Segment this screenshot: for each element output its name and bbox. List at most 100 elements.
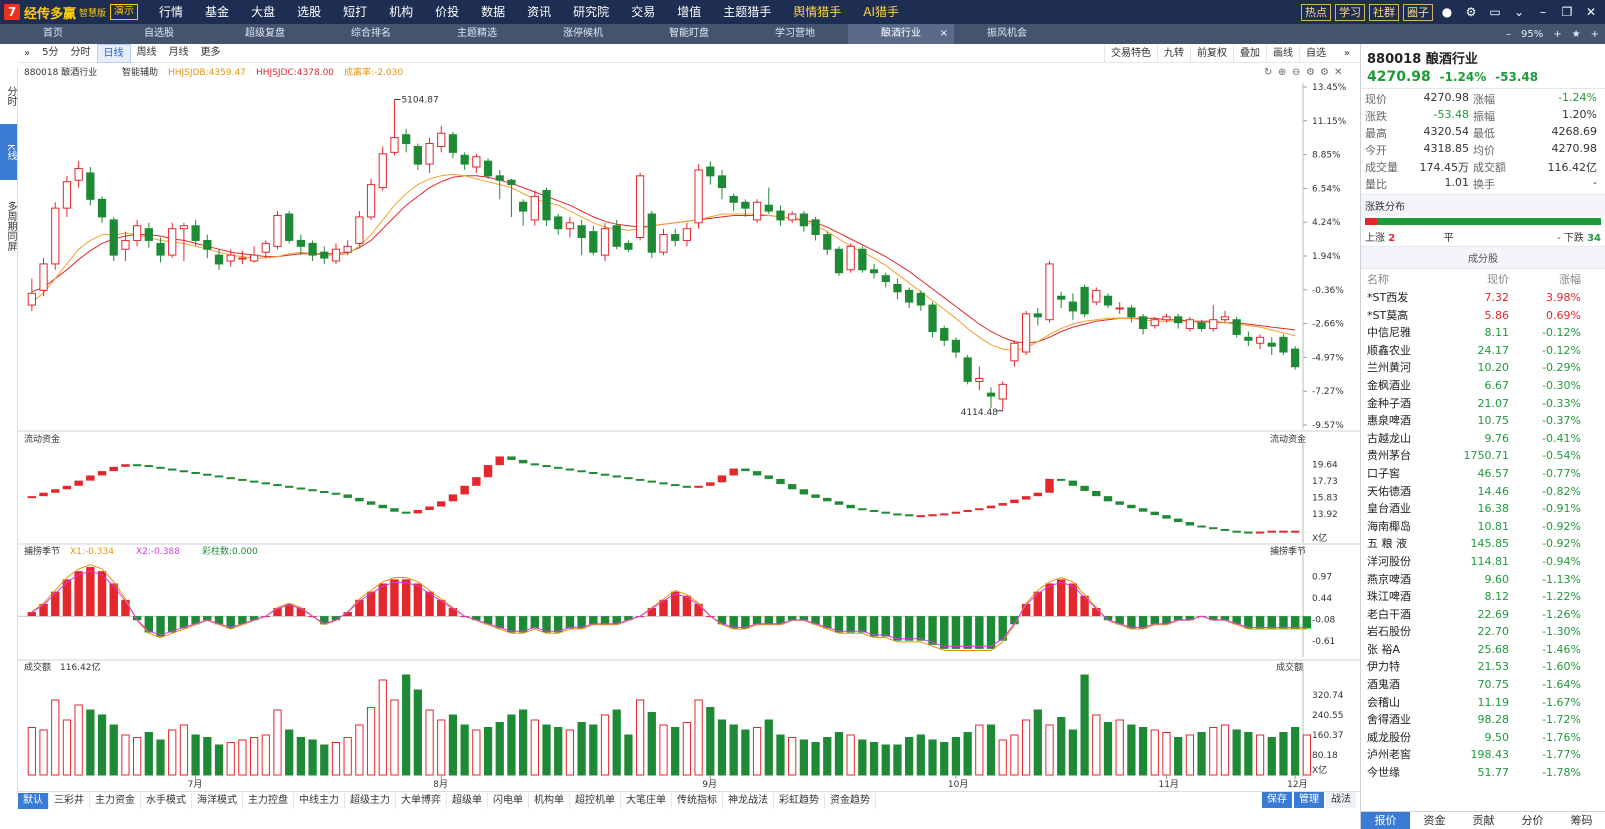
circle-button[interactable]: 圈子 — [1403, 3, 1433, 21]
study-button[interactable]: 学习 — [1335, 3, 1365, 21]
period-button-5[interactable]: 更多 — [200, 46, 221, 58]
indicator-tab-5[interactable]: 主力控盘 — [243, 793, 294, 809]
kline-chart-area[interactable]: 880018 酿酒行业 智能辅助 HHJSJDB:4359.47 HHJSJDC:43… — [18, 63, 1360, 791]
indicator-tab-10[interactable]: 闪电单 — [488, 793, 529, 809]
constituent-row[interactable]: 古越龙山 9.76 -0.41% — [1361, 430, 1605, 448]
menu-item-1[interactable]: 基金 — [205, 5, 230, 19]
menu-item-14[interactable]: AI猎手 — [863, 5, 899, 19]
constituent-row[interactable]: 口子窖 46.57 -0.77% — [1361, 465, 1605, 483]
constituent-row[interactable]: 金种子酒 21.07 -0.33% — [1361, 395, 1605, 413]
menu-item-8[interactable]: 资讯 — [527, 5, 552, 19]
zoom-out-icon[interactable]: – — [1506, 28, 1512, 40]
constituent-row[interactable]: 今世缘 51.77 -1.78% — [1361, 764, 1605, 782]
restore-icon[interactable]: ❐ — [1561, 5, 1573, 19]
col-price[interactable]: 现价 — [1487, 273, 1509, 286]
menu-item-3[interactable]: 选股 — [297, 5, 322, 19]
constituent-row[interactable]: 惠泉啤酒 10.75 -0.37% — [1361, 412, 1605, 430]
price-pane-tool-icon[interactable]: ✕ — [1334, 67, 1342, 78]
constituent-row[interactable]: 海南椰岛 10.81 -0.92% — [1361, 518, 1605, 536]
chart-tool-2[interactable]: 前复权 — [1190, 45, 1233, 62]
indicator-action-0[interactable]: 保存 — [1262, 792, 1292, 808]
tab-3[interactable]: 综合排名 — [318, 24, 424, 44]
constituent-row[interactable]: 皇台酒业 16.38 -0.91% — [1361, 500, 1605, 518]
chart-tool-1[interactable]: 九转 — [1157, 45, 1190, 62]
menu-item-12[interactable]: 主题猎手 — [723, 5, 772, 19]
chart-tool-3[interactable]: 叠加 — [1233, 45, 1266, 62]
zoom-in-icon[interactable]: + — [1553, 28, 1562, 40]
indicator-tab-1[interactable]: 三彩井 — [49, 793, 90, 809]
chevron-down-icon[interactable]: ⌄ — [1513, 5, 1525, 19]
rail-item-time-share[interactable]: 分时 — [5, 86, 16, 106]
constituent-row[interactable]: 酒鬼酒 70.75 -1.64% — [1361, 676, 1605, 694]
constituent-row[interactable]: 顺鑫农业 24.17 -0.12% — [1361, 342, 1605, 360]
indicator-tab-12[interactable]: 超控机单 — [570, 793, 621, 809]
constituent-row[interactable]: 天佑德酒 14.46 -0.82% — [1361, 483, 1605, 501]
chart-tool-5[interactable]: 自选 — [1299, 45, 1332, 62]
constituent-row[interactable]: 威龙股份 9.50 -1.76% — [1361, 729, 1605, 747]
indicator-tab-2[interactable]: 主力资金 — [90, 793, 141, 809]
price-pane-tool-icon[interactable]: ⊖ — [1292, 67, 1300, 78]
period-button-4[interactable]: 月线 — [168, 46, 189, 58]
add-tab-icon[interactable]: + — [1590, 28, 1599, 40]
constituent-row[interactable]: 岩石股份 22.70 -1.30% — [1361, 623, 1605, 641]
menu-item-6[interactable]: 价投 — [435, 5, 460, 19]
period-button-0[interactable]: 5分 — [42, 46, 59, 58]
quote-tab-3[interactable]: 分价 — [1521, 814, 1544, 827]
price-pane-tool-icon[interactable]: ⚙ — [1306, 67, 1315, 78]
constituent-row[interactable]: 金枫酒业 6.67 -0.30% — [1361, 377, 1605, 395]
minimize-icon[interactable]: – — [1540, 5, 1546, 19]
indicator-tab-4[interactable]: 海洋模式 — [192, 793, 243, 809]
menu-item-10[interactable]: 交易 — [631, 5, 656, 19]
demo-badge[interactable]: 演示 — [110, 4, 139, 20]
rail-item-multi-period[interactable]: 多周期同屏 — [5, 201, 16, 251]
quote-tab-2[interactable]: 贡献 — [1472, 814, 1495, 827]
menu-item-13[interactable]: 舆情猎手 — [793, 5, 842, 19]
indicator-tab-16[interactable]: 彩虹趋势 — [774, 793, 825, 809]
constituent-row[interactable]: 兰州黄河 10.20 -0.29% — [1361, 359, 1605, 377]
period-button-2[interactable]: 日线 — [96, 43, 131, 63]
tab-close-icon[interactable]: × — [939, 28, 948, 39]
user-icon[interactable]: ● — [1441, 5, 1453, 19]
indicator-tab-17[interactable]: 资金趋势 — [825, 793, 876, 809]
toolbar-more-icon[interactable]: » — [1343, 48, 1350, 59]
indicator-tab-15[interactable]: 神龙战法 — [723, 793, 774, 809]
indicator-tab-3[interactable]: 水手模式 — [141, 793, 192, 809]
tab-2[interactable]: 超级复盘 — [212, 24, 318, 44]
constituent-row[interactable]: 洋河股份 114.81 -0.94% — [1361, 553, 1605, 571]
indicator-action-2[interactable]: 战法 — [1326, 792, 1356, 808]
constituent-row[interactable]: 贵州茅台 1750.71 -0.54% — [1361, 447, 1605, 465]
menu-item-7[interactable]: 数据 — [481, 5, 506, 19]
constituent-row[interactable]: 泸州老窖 198.43 -1.77% — [1361, 746, 1605, 764]
constituent-row[interactable]: 中信尼雅 8.11 -0.12% — [1361, 324, 1605, 342]
hot-button[interactable]: 热点 — [1301, 3, 1331, 21]
indicator-tab-11[interactable]: 机构单 — [529, 793, 570, 809]
chart-tool-0[interactable]: 交易特色 — [1104, 45, 1157, 62]
menu-item-5[interactable]: 机构 — [389, 5, 414, 19]
constituent-row[interactable]: 珠江啤酒 8.12 -1.22% — [1361, 588, 1605, 606]
price-pane-tool-icon[interactable]: ↻ — [1264, 67, 1272, 78]
collapse-icon[interactable]: » — [24, 47, 31, 59]
period-button-3[interactable]: 周线 — [136, 46, 157, 58]
constituent-row[interactable]: 老白干酒 22.69 -1.26% — [1361, 606, 1605, 624]
tab-0[interactable]: 首页 — [0, 24, 106, 44]
tab-9[interactable]: 振风机会 — [954, 24, 1060, 44]
rail-item-kline[interactable]: K线 — [0, 124, 17, 180]
constituent-row[interactable]: 伊力特 21.53 -1.60% — [1361, 658, 1605, 676]
quote-tab-4[interactable]: 筹码 — [1570, 814, 1593, 827]
app-logo[interactable]: 7 经传多赢 智慧版 演示 — [0, 0, 139, 24]
col-pct[interactable]: 涨幅 — [1559, 273, 1581, 286]
price-pane-tool-icon[interactable]: ⊕ — [1278, 67, 1286, 78]
star-icon[interactable]: ★ — [1571, 28, 1581, 40]
indicator-tab-9[interactable]: 超级单 — [447, 793, 488, 809]
menu-item-4[interactable]: 短打 — [343, 5, 368, 19]
tab-1[interactable]: 自选股 — [106, 24, 212, 44]
constituent-row[interactable]: 舍得酒业 98.28 -1.72% — [1361, 711, 1605, 729]
constituent-row[interactable]: 五 粮 液 145.85 -0.92% — [1361, 535, 1605, 553]
indicator-tab-13[interactable]: 大笔庄单 — [621, 793, 672, 809]
window-icon[interactable]: ▭ — [1489, 5, 1501, 19]
tab-4[interactable]: 主题精选 — [424, 24, 530, 44]
chart-tool-4[interactable]: 画线 — [1266, 45, 1299, 62]
indicator-tab-14[interactable]: 传统指标 — [672, 793, 723, 809]
constituent-row[interactable]: 会稽山 11.19 -1.67% — [1361, 694, 1605, 712]
quote-tab-0[interactable]: 报价 — [1361, 812, 1410, 829]
